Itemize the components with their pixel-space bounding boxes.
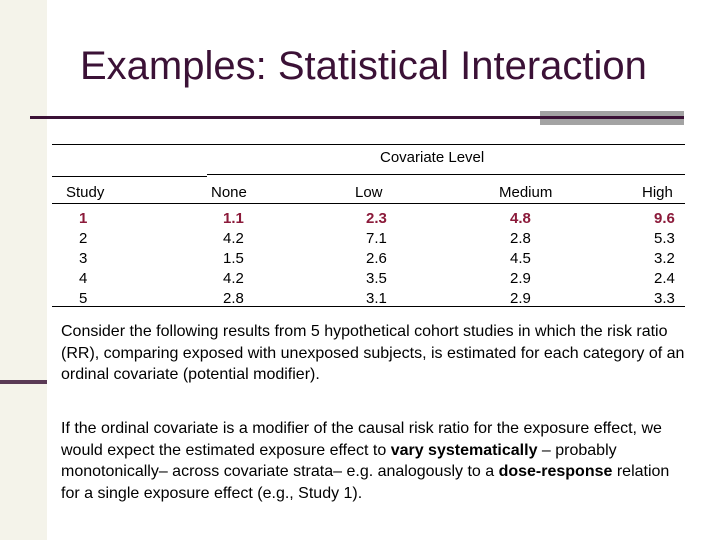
covariate-group-rule [207, 174, 685, 175]
table-cell: 1.1 [223, 210, 244, 227]
slide-title: Examples: Statistical Interaction [80, 44, 647, 88]
table-cell: 2.8 [510, 230, 531, 247]
column-none: 1.1 4.2 1.5 4.2 2.8 [223, 209, 244, 309]
table-cell: 3.3 [654, 290, 675, 307]
table-cell: 3.1 [366, 290, 387, 307]
column-medium: 4.8 2.8 4.5 2.9 2.9 [510, 209, 531, 309]
emphasis-vary-systematically: vary systematically [390, 441, 538, 459]
table-cell: 3.5 [366, 270, 387, 287]
table-cell: 4.2 [223, 230, 244, 247]
table-cell: 4 [79, 270, 88, 287]
table-cell: 4.5 [510, 250, 531, 267]
side-accent-bar [0, 380, 47, 384]
table-cell: 1.5 [223, 250, 244, 267]
table-cell: 3.2 [654, 250, 675, 267]
title-underline-right [540, 116, 684, 119]
table-cell: 5.3 [654, 230, 675, 247]
header-high: High [642, 184, 673, 201]
table-cell: 7.1 [366, 230, 387, 247]
paragraph-text: relation for a single exposure effect (e… [61, 463, 670, 502]
title-underline [30, 116, 540, 119]
covariate-level-header: Covariate Level [380, 149, 485, 166]
table-bottom-rule [52, 306, 685, 307]
paragraph-interpretation: If the ordinal covariate is a modifier o… [61, 418, 691, 504]
header-none: None [211, 184, 247, 201]
emphasis-dose-response: dose-response [498, 463, 613, 480]
column-high: 9.6 5.3 3.2 2.4 3.3 [654, 209, 675, 309]
table-cell: 2.8 [223, 290, 244, 307]
table-top-rule [52, 144, 685, 145]
table-cell: 2 [79, 230, 88, 247]
paragraph-context: Consider the following results from 5 hy… [61, 323, 685, 383]
header-low: Low [355, 184, 383, 201]
table-cell: 4.8 [510, 210, 531, 227]
header-bottom-rule [52, 203, 685, 204]
table-cell: 2.9 [510, 270, 531, 287]
table-cell: 4.2 [223, 270, 244, 287]
table-cell: 2.6 [366, 250, 387, 267]
table-cell: 2.9 [510, 290, 531, 307]
table-cell: 2.4 [654, 270, 675, 287]
study-header-rule [52, 176, 207, 177]
table-cell: 9.6 [654, 210, 675, 227]
table-cell: 3 [79, 250, 88, 267]
paragraph-text: If the ordinal covariate is a modifier o… [61, 420, 662, 459]
column-study: 1 2 3 4 5 [79, 209, 87, 309]
table-cell: 5 [79, 290, 88, 307]
header-study: Study [66, 184, 105, 201]
column-low: 2.3 7.1 2.6 3.5 3.1 [366, 209, 387, 309]
paragraph-text: – probably monotonically– across covaria… [61, 441, 617, 481]
header-medium: Medium [499, 184, 553, 201]
table-cell: 2.3 [366, 210, 387, 227]
table-cell: 1 [79, 210, 88, 227]
side-strip [0, 0, 47, 540]
